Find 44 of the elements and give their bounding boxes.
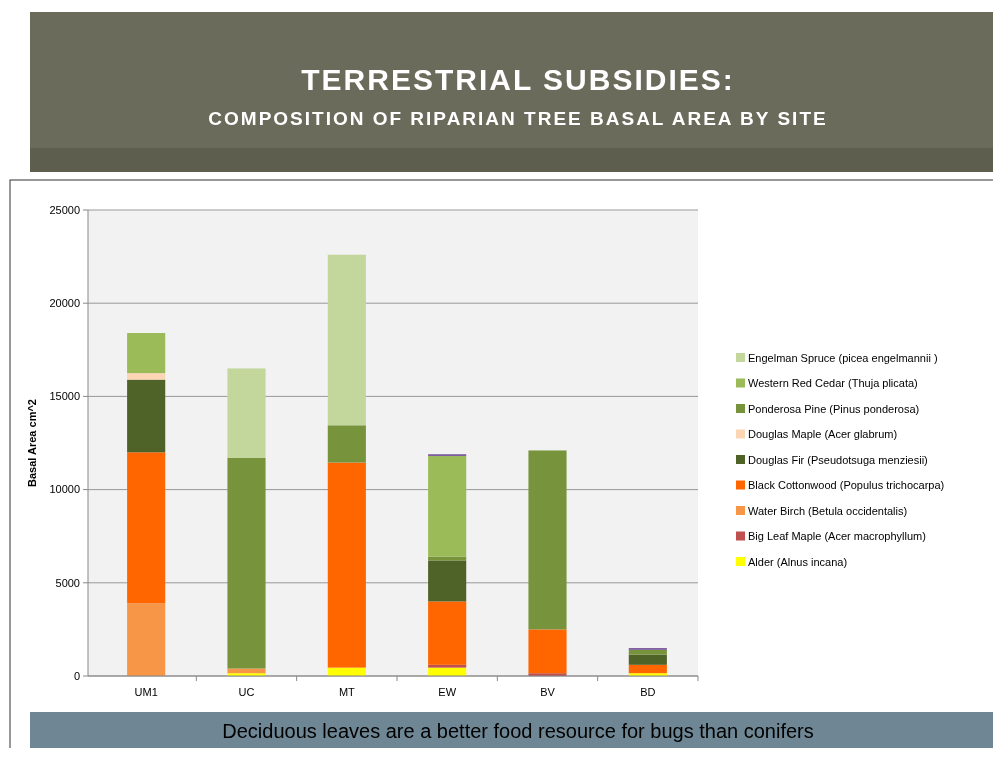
bar — [528, 629, 567, 674]
legend-label: Big Leaf Maple (Acer macrophyllum) — [748, 530, 926, 543]
legend-label: Engelman Spruce (picea engelmannii ) — [748, 351, 938, 364]
legend-label: Douglas Maple (Acer glabrum) — [748, 428, 898, 441]
y-tick-label: 20000 — [49, 297, 80, 310]
bar — [428, 560, 467, 602]
bar — [127, 452, 166, 604]
bar — [327, 254, 366, 426]
legend-label: Western Red Cedar (Thuja plicata) — [748, 377, 918, 390]
legend-label: Water Birch (Betula occidentalis) — [748, 504, 908, 517]
y-axis-title: Basal Area cm^2 — [26, 399, 38, 487]
bar — [528, 450, 567, 630]
bar — [428, 456, 467, 557]
x-tick-label: UC — [238, 686, 255, 698]
legend-label: Black Cottonwood (Populus trichocarpa) — [748, 479, 945, 492]
bar — [227, 457, 266, 669]
bar — [628, 649, 667, 655]
bar — [428, 601, 467, 665]
bar — [327, 462, 366, 668]
y-tick-label: 10000 — [49, 483, 80, 496]
legend-label: Ponderosa Pine (Pinus ponderosa) — [748, 402, 920, 415]
bar — [628, 664, 667, 674]
x-tick-label: BD — [640, 686, 656, 698]
legend-label: Alder (Alnus incana) — [748, 555, 848, 568]
bar — [127, 379, 166, 453]
chart-subtitle: COMPOSITION OF RIPARIAN TREE BASAL AREA BY SITE — [208, 108, 828, 129]
bar — [327, 425, 366, 463]
bar — [227, 368, 266, 458]
x-tick-label: EW — [438, 686, 457, 698]
bar — [127, 373, 166, 380]
y-tick-label: 15000 — [49, 390, 80, 403]
y-tick-label: 0 — [73, 669, 80, 682]
legend-label: Douglas Fir (Pseudotsuga menziesii) — [748, 453, 928, 466]
x-tick-label: UM1 — [134, 686, 158, 698]
x-tick-label: BV — [540, 686, 556, 698]
y-tick-label: 5000 — [55, 576, 80, 589]
chart-title: TERRESTRIAL SUBSIDIES: — [301, 63, 735, 96]
bar — [428, 664, 467, 668]
bar — [127, 603, 166, 676]
y-tick-label: 25000 — [49, 203, 80, 216]
x-tick-label: MT — [338, 686, 356, 698]
bar — [628, 654, 667, 665]
text: Deciduous leaves are a better food resource for bugs than conifers — [222, 720, 814, 742]
bar — [127, 333, 166, 374]
